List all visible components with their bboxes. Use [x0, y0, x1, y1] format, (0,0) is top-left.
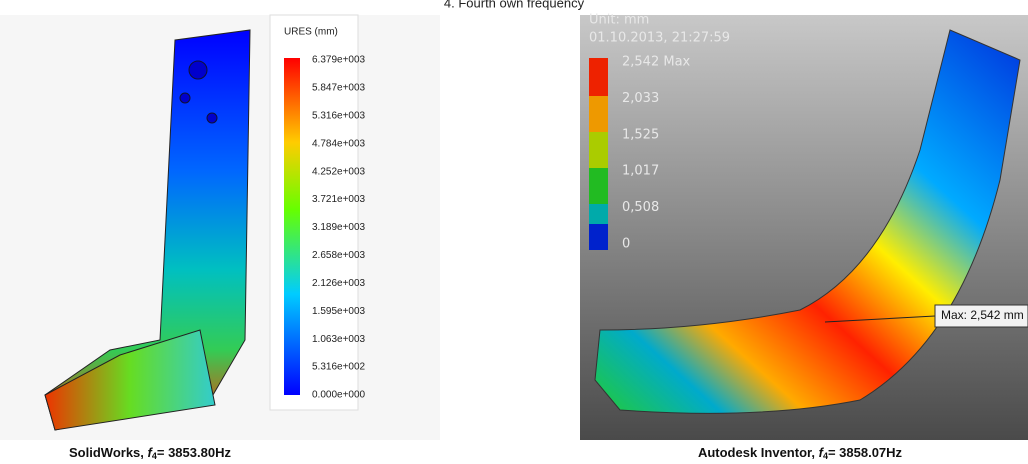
date: 01.10.2013, 21:27:59: [589, 31, 730, 46]
legend-labels: 6.379e+003 5.847e+003 5.316e+003 4.784e+003…: [312, 55, 366, 401]
part-foot: [44, 329, 216, 431]
legend-label: 0: [622, 237, 630, 252]
caption-subscript: 4: [823, 451, 828, 461]
caption-symbol: f: [148, 445, 154, 460]
legend-label: 0,508: [622, 200, 659, 215]
legend-label: 6.379e+003: [312, 55, 366, 66]
legend-label: 4.784e+003: [312, 138, 366, 149]
legend-label: 0.000e+000: [312, 390, 366, 401]
max-leader: [824, 315, 936, 323]
caption-value: = 3858.07Hz: [828, 445, 903, 460]
legend-label: 1.595e+003: [312, 306, 366, 317]
legend-label: 1,017: [622, 164, 659, 179]
legend-label: 3.189e+003: [312, 222, 366, 233]
caption: Autodesk Inventor, f4= 3858.07Hz: [698, 445, 903, 461]
caption-prefix: Autodesk Inventor,: [698, 445, 819, 460]
legend-label: 2,033: [622, 91, 659, 106]
hole: [188, 60, 208, 80]
unit: Unit: mm: [589, 13, 649, 28]
colorbar: [589, 58, 608, 250]
hole: [179, 92, 191, 104]
caption: SolidWorks, f4= 3853.80Hz: [69, 445, 231, 461]
legend-title: URES (mm): [284, 27, 338, 38]
legend-label: 3.721e+003: [312, 194, 366, 205]
hole: [206, 112, 218, 124]
caption-subscript: 4: [152, 451, 157, 461]
figure-title: 4. Fourth own frequency: [444, 0, 585, 10]
max-box: [934, 304, 1028, 328]
legend-label: 2.658e+003: [312, 250, 366, 261]
legend-labels: 2,542 Max 2,033 1,525 1,017 0,508 0: [622, 55, 691, 252]
caption-value: = 3853.80Hz: [157, 445, 232, 460]
colorbar: [284, 58, 300, 395]
legend-label: 2.126e+003: [312, 278, 366, 289]
legend-label: 1.063e+003: [312, 334, 366, 345]
legend-label: 1,525: [622, 127, 659, 142]
legend: [269, 14, 359, 411]
max-annotation: Max: 2,542 mm: [941, 308, 1024, 322]
caption-prefix: SolidWorks,: [69, 445, 148, 460]
legend-label: 5.316e+003: [312, 110, 366, 121]
legend-label: 4.252e+003: [312, 166, 366, 177]
legend-label: 2,542 Max: [622, 55, 691, 70]
legend-label: 5.316e+002: [312, 362, 366, 373]
caption-symbol: f: [819, 445, 825, 460]
legend-label: 5.847e+003: [312, 83, 366, 94]
